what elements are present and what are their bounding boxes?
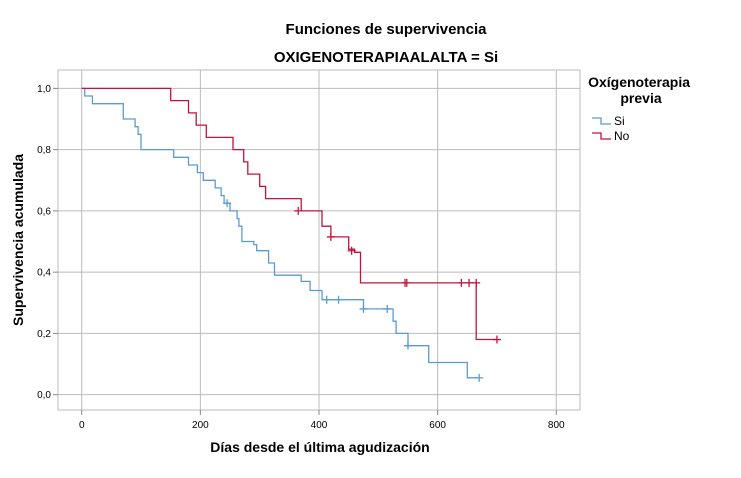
series-no-censor-mark bbox=[402, 278, 411, 287]
series-si-censor-mark bbox=[322, 295, 331, 304]
x-tick-label: 400 bbox=[311, 420, 328, 431]
series-si-censor-mark bbox=[475, 373, 484, 382]
x-tick-label: 200 bbox=[192, 420, 209, 431]
y-axis-label: Supervivencia acumulada bbox=[10, 154, 26, 326]
legend-title-line-1: Oxígenoterapia bbox=[588, 74, 690, 90]
y-tick-label: 0,6 bbox=[37, 206, 51, 217]
y-tick-label: 0,8 bbox=[37, 145, 51, 156]
series-si-censor-mark bbox=[223, 199, 232, 208]
x-tick-label: 800 bbox=[548, 420, 565, 431]
series-si-censor-mark bbox=[403, 341, 412, 350]
legend-no-label: No bbox=[614, 129, 630, 143]
x-axis-label: Días desde el última agudización bbox=[210, 439, 429, 455]
x-tick-labels: 0 200 400 600 800 bbox=[79, 420, 565, 431]
series-si-censor-mark bbox=[383, 304, 392, 313]
legend-title: Oxígenoterapia previa bbox=[588, 74, 694, 106]
series-layer bbox=[81, 87, 501, 382]
x-tick-label: 0 bbox=[79, 420, 85, 431]
y-tick-label: 1,0 bbox=[37, 84, 51, 95]
series-no-censor-mark bbox=[492, 335, 501, 344]
legend-title-line-2: previa bbox=[620, 90, 661, 106]
legend-si-label: Si bbox=[614, 114, 625, 128]
series-no-censor-mark bbox=[326, 232, 335, 241]
y-tick-label: 0,4 bbox=[37, 268, 51, 279]
y-tick-label: 0,2 bbox=[37, 329, 51, 340]
series-no-censor-mark bbox=[347, 246, 356, 255]
series-no-line bbox=[81, 87, 497, 341]
series-si-censor-mark bbox=[359, 304, 368, 313]
series-si-censor-mark bbox=[334, 295, 343, 304]
series-no-censor-mark bbox=[457, 278, 466, 287]
y-tick-labels: 0,0 0,2 0,4 0,6 0,8 1,0 bbox=[37, 84, 51, 401]
chart-title: Funciones de supervivencia bbox=[286, 21, 488, 38]
chart-subtitle: OXIGENOTERAPIAALALTA = Si bbox=[274, 49, 498, 66]
legend-si-swatch bbox=[592, 117, 611, 125]
series-no-censor-mark bbox=[294, 206, 303, 215]
series-no-censor-mark bbox=[465, 278, 474, 287]
legend-no-swatch bbox=[592, 132, 611, 140]
x-tick-label: 600 bbox=[429, 420, 446, 431]
y-tick-label: 0,0 bbox=[37, 390, 51, 401]
series-no-censor-mark bbox=[472, 278, 481, 287]
